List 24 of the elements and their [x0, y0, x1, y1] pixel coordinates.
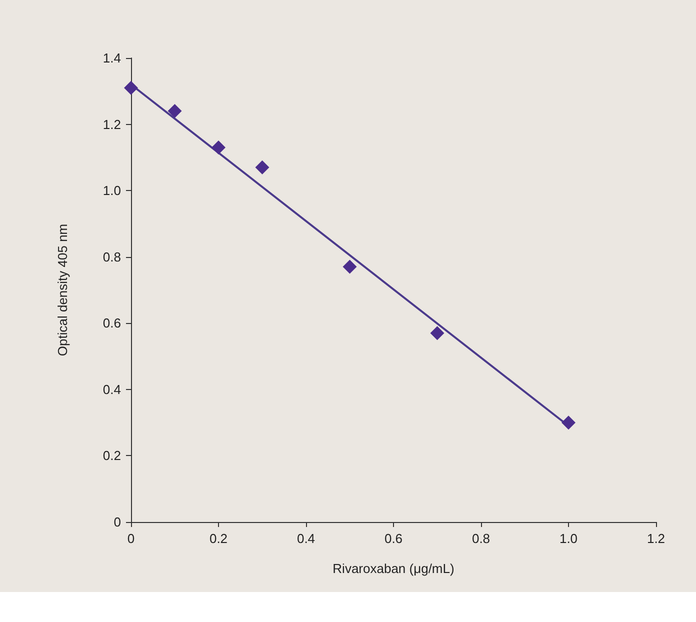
y-tick-label: 0.4 — [102, 382, 121, 397]
x-tick-label: 1.0 — [559, 531, 578, 546]
y-tick-label: 0 — [114, 514, 121, 530]
point — [342, 260, 357, 274]
y-tick-label: 1.4 — [102, 50, 121, 66]
y-axis-title: Optical density 405 nm — [55, 224, 70, 356]
x-tick-label: 0 — [127, 531, 135, 546]
y-tick-label: 0.6 — [102, 316, 121, 331]
x-axis-title: Rivaroxaban (μg/mL) — [332, 561, 454, 576]
x-tick-label: 0.4 — [296, 531, 316, 546]
point — [168, 104, 182, 118]
x-tick-label: 1.2 — [646, 531, 666, 546]
y-tick-label: 0.8 — [102, 249, 121, 264]
point — [562, 416, 576, 430]
point — [124, 80, 138, 95]
y-tick-label: 1.2 — [102, 116, 121, 132]
x-tick-label: 0.6 — [384, 531, 403, 546]
point — [212, 140, 226, 154]
point — [430, 326, 444, 340]
y-tick-label: 1.0 — [102, 183, 121, 198]
x-tick-label: 0.2 — [209, 531, 228, 546]
y-tick-label: 0.2 — [102, 448, 121, 464]
x-tick-label: 0.8 — [472, 531, 490, 546]
point — [255, 160, 270, 174]
